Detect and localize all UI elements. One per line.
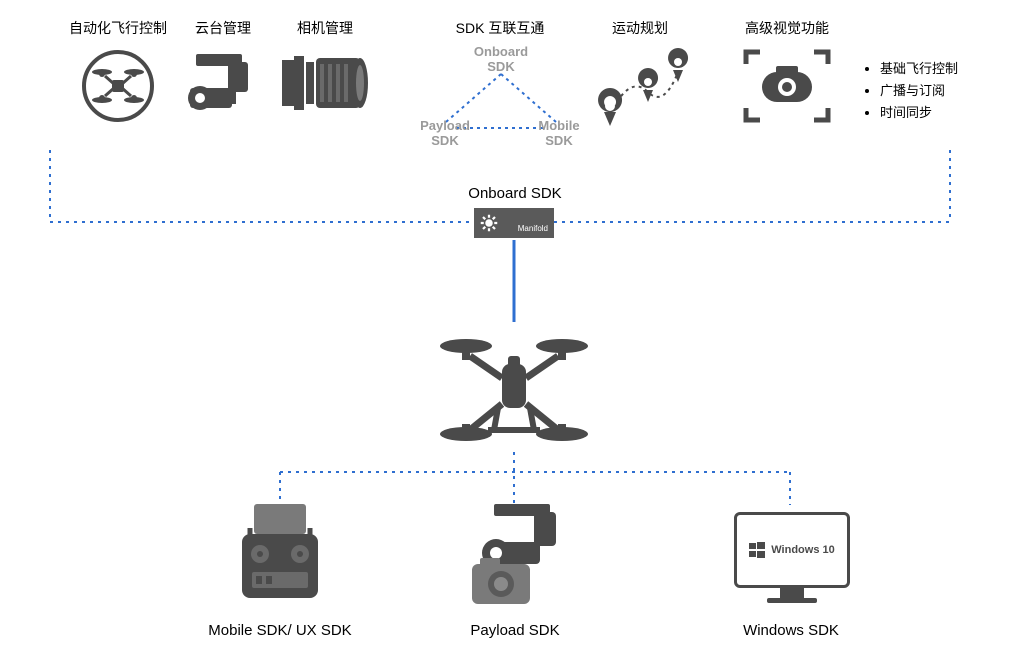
remote-controller-icon bbox=[232, 500, 328, 610]
bottom-label-payload: Payload SDK bbox=[440, 622, 590, 639]
bottom-label-mobile: Mobile SDK/ UX SDK bbox=[190, 622, 370, 639]
windows-logo-icon bbox=[749, 542, 765, 558]
payload-gimbal-icon bbox=[466, 500, 566, 610]
windows-version-label: Windows 10 bbox=[771, 544, 834, 556]
bottom-label-windows: Windows SDK bbox=[716, 622, 866, 639]
bottom-bracket bbox=[0, 0, 1028, 560]
windows-monitor-icon: Windows 10 bbox=[734, 512, 850, 603]
